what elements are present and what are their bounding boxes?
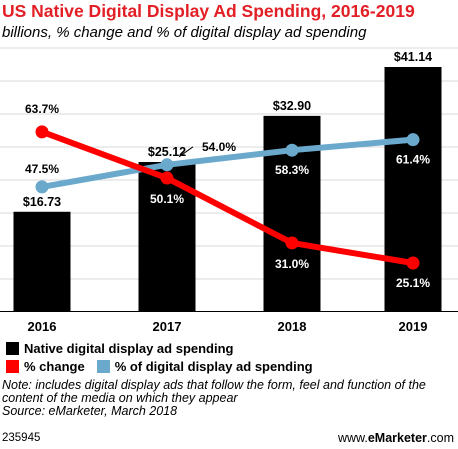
legend-swatch-bars xyxy=(6,341,19,355)
bar-2019 xyxy=(384,67,442,311)
pct-display-point-2016 xyxy=(35,180,49,194)
legend-swatch-pct-display xyxy=(96,359,110,373)
legend-swatch-pct-change xyxy=(6,359,19,373)
brand-prefix: www. xyxy=(337,431,368,445)
pct-change-label-2018: 31.0% xyxy=(275,257,309,271)
pct-change-label-2017: 50.1% xyxy=(150,192,184,206)
bar-label-2019: $41.14 xyxy=(394,50,432,64)
pct-change-point-2018 xyxy=(285,236,299,250)
x-tick-2018: 2018 xyxy=(278,319,307,334)
pct-display-point-2017 xyxy=(160,158,174,172)
legend-label-pct-display: % of digital display ad spending xyxy=(114,358,313,374)
pct-display-point-2018 xyxy=(285,143,299,157)
legend-row-1: Native digital display ad spending xyxy=(6,340,234,356)
x-tick-2016: 2016 xyxy=(28,319,57,334)
pct-change-point-2017 xyxy=(160,171,174,185)
chart-subtitle: billions, % change and % of digital disp… xyxy=(2,24,367,41)
pct-display-label-2017: 54.0% xyxy=(202,140,236,154)
pct-change-label-2019: 25.1% xyxy=(396,276,430,290)
chart-id: 235945 xyxy=(2,432,41,444)
legend-label-bars: Native digital display ad spending xyxy=(24,340,234,356)
pct-display-leader-2017 xyxy=(178,146,194,158)
note-text: Note: includes digital display ads that … xyxy=(2,378,426,405)
pct-display-label-2016: 47.5% xyxy=(25,162,59,176)
bar-label-2017: $25.12 xyxy=(148,145,186,159)
pct-change-point-2016 xyxy=(35,125,49,139)
pct-display-point-2019 xyxy=(406,133,420,147)
legend-label-pct-change: % change xyxy=(24,358,85,374)
pct-change-line xyxy=(39,128,416,267)
x-tick-2019: 2019 xyxy=(399,319,428,334)
chart-title: US Native Digital Display Ad Spending, 2… xyxy=(2,1,415,21)
bar-label-2018: $32.90 xyxy=(273,99,311,113)
legend-item-bars: Native digital display ad spending xyxy=(6,341,234,356)
legend-item-pct-display: % of digital display ad spending xyxy=(96,358,313,374)
bar-label-2016: $16.73 xyxy=(23,195,61,209)
legend-item-pct-change: % change xyxy=(6,359,85,374)
bar-2016 xyxy=(13,211,71,311)
x-tick-2017: 2017 xyxy=(153,319,182,334)
legend-row-2: % change % of digital display ad spendin… xyxy=(6,358,313,374)
pct-change-point-2019 xyxy=(406,256,420,270)
pct-display-line xyxy=(39,136,416,190)
brand-suffix: .com xyxy=(426,431,454,445)
chart-note: Note: includes digital display ads that … xyxy=(2,379,454,418)
pct-change-label-2016: 63.7% xyxy=(25,102,59,116)
brand-link[interactable]: www.eMarketer.com xyxy=(338,431,454,445)
pct-display-label-2019: 61.4% xyxy=(396,153,430,167)
source-text: Source: eMarketer, March 2018 xyxy=(2,404,178,418)
pct-display-label-2018: 58.3% xyxy=(275,163,309,177)
brand-name: eMarketer xyxy=(367,431,427,445)
